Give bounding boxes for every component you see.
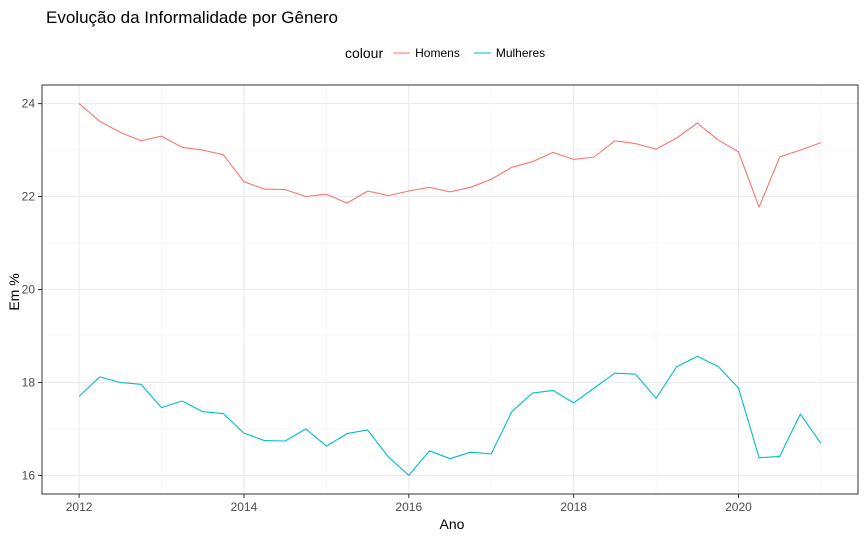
grid xyxy=(42,85,858,494)
y-tick-label: 22 xyxy=(22,190,36,204)
y-tick-label: 20 xyxy=(22,283,36,297)
series-line-homens xyxy=(78,103,822,208)
axes: 2012 2014 2016 2018 2020 16 18 20 22 24 xyxy=(22,84,859,514)
x-tick-label: 2016 xyxy=(395,500,422,514)
legend-item-homens: Homens xyxy=(393,46,460,60)
y-axis-title: Em % xyxy=(6,273,22,310)
legend-label-mulheres: Mulheres xyxy=(496,46,545,60)
legend-label-homens: Homens xyxy=(415,46,460,60)
x-tick-label: 2018 xyxy=(560,500,587,514)
y-tick-label: 18 xyxy=(22,375,36,389)
x-tick-label: 2014 xyxy=(231,500,258,514)
series-line-mulheres xyxy=(78,355,822,476)
legend: colour Homens Mulheres xyxy=(345,45,545,61)
y-tick-label: 24 xyxy=(22,97,36,111)
x-tick-label: 2020 xyxy=(725,500,752,514)
legend-item-mulheres: Mulheres xyxy=(473,46,545,60)
x-axis-title: Ano xyxy=(440,516,465,532)
x-tick-label: 2012 xyxy=(66,500,93,514)
series-layer xyxy=(78,103,822,476)
chart-title: Evolução da Informalidade por Gênero xyxy=(46,8,338,27)
y-tick-label: 16 xyxy=(22,468,36,482)
legend-title: colour xyxy=(345,45,383,61)
